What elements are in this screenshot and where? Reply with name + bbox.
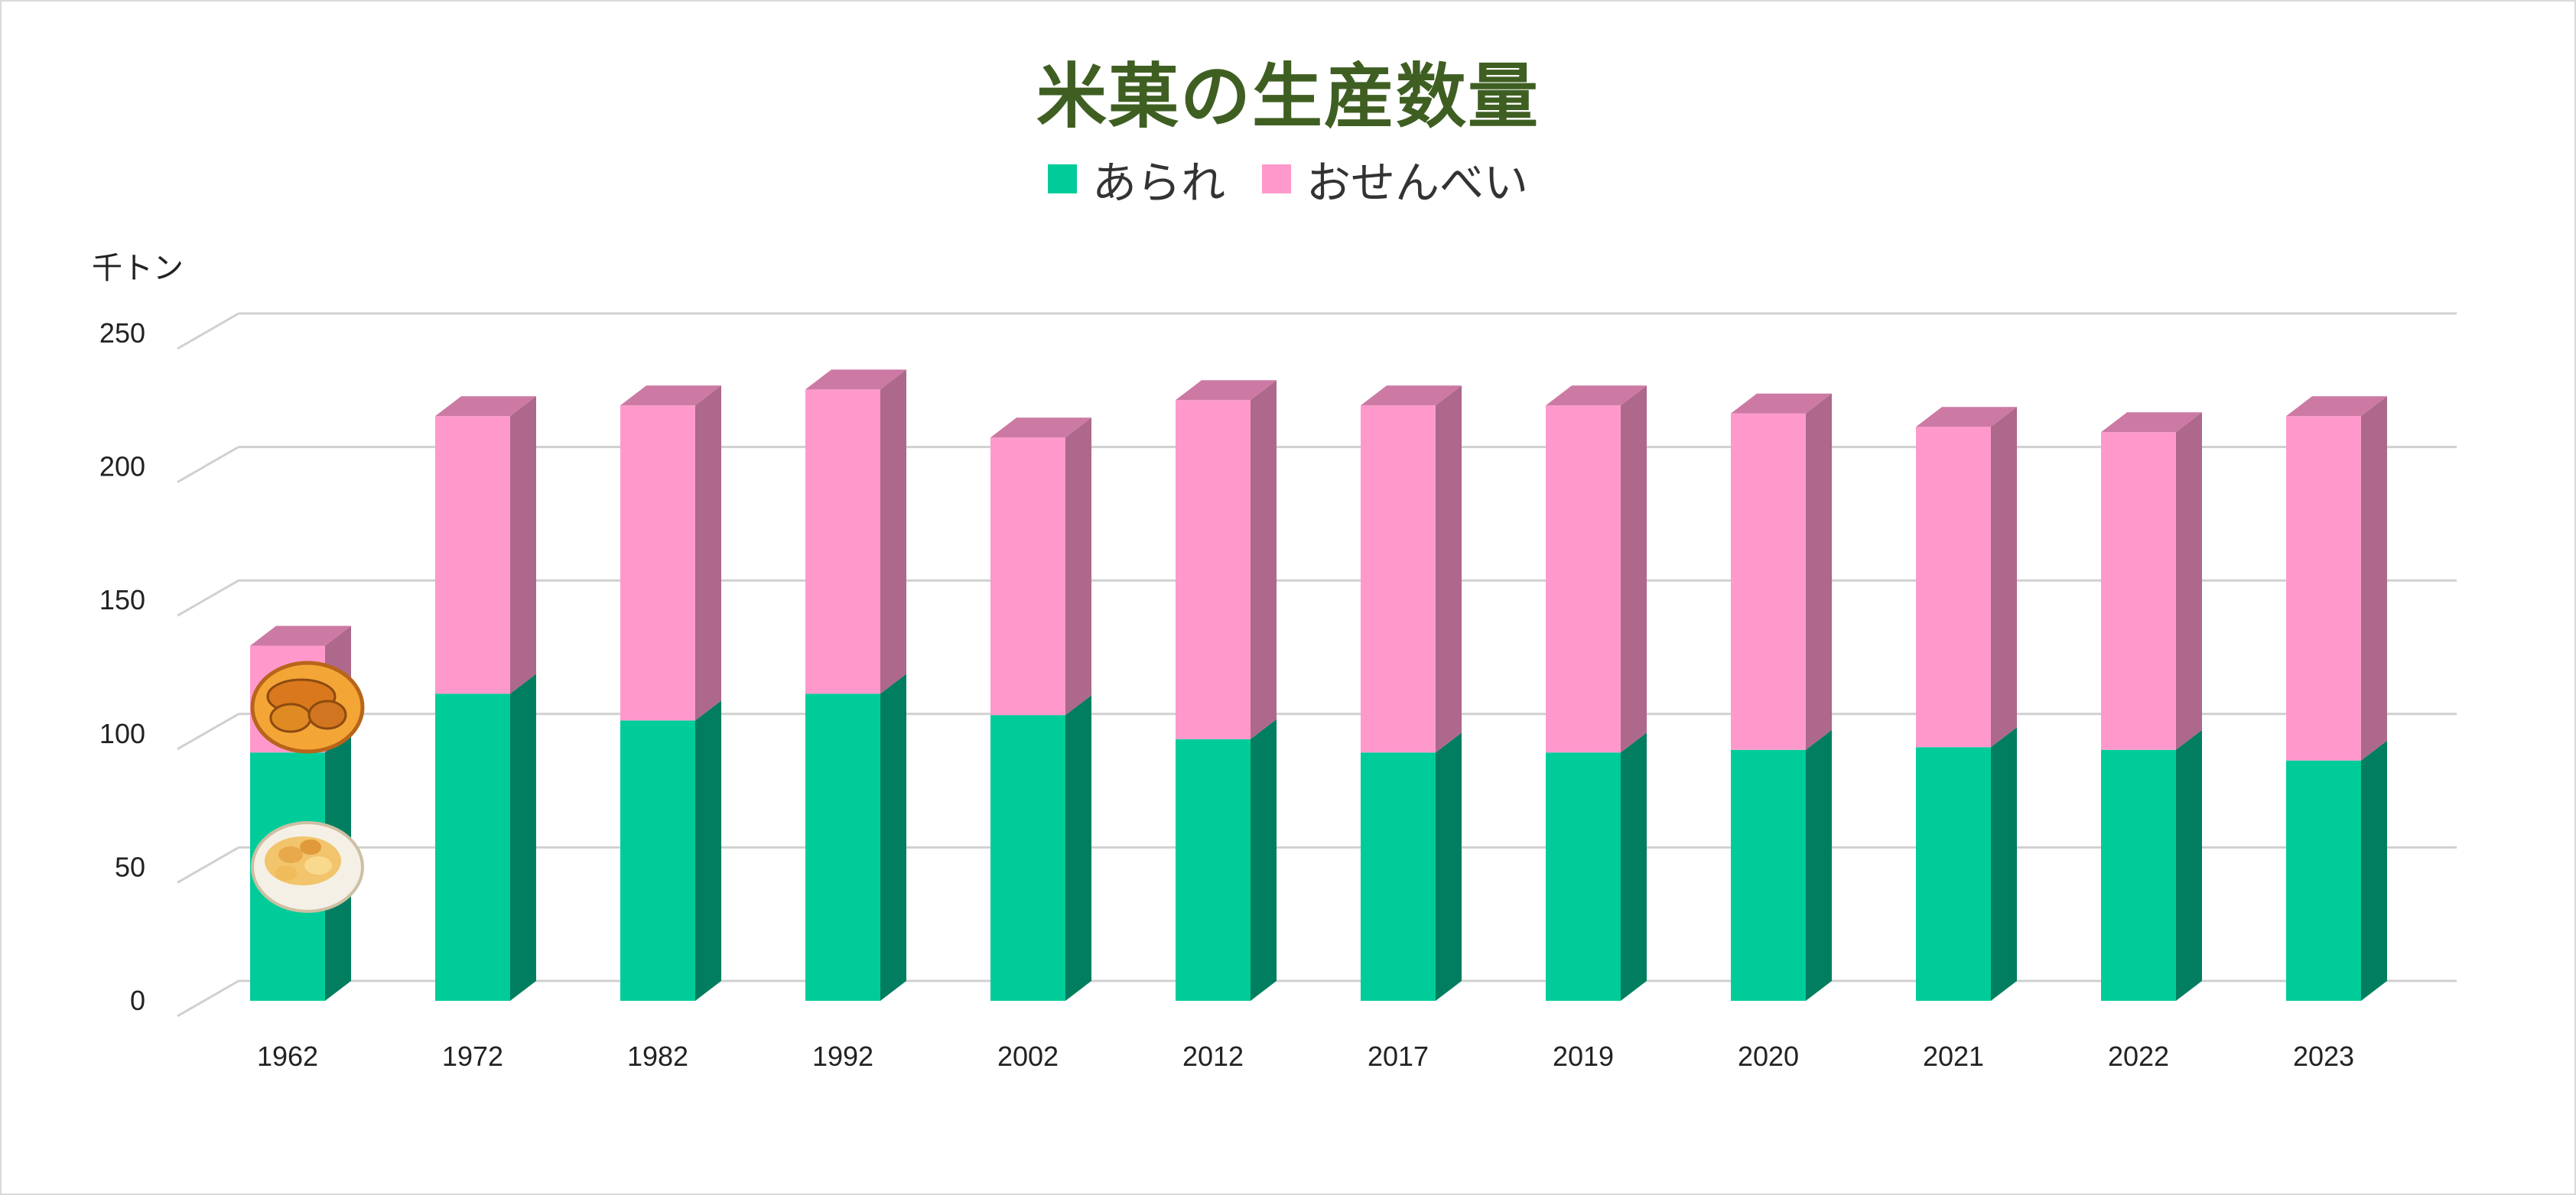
gridline-depth [177,446,239,483]
bar-top [250,625,351,646]
x-tick-label: 2002 [997,1041,1059,1072]
y-tick-label: 200 [99,451,145,482]
bar-senbei [1916,427,1991,748]
gridline-depth [177,713,239,751]
bar-side-arare [510,674,536,1001]
x-tick-label: 2017 [1368,1041,1429,1072]
bar-arare [990,715,1065,1001]
x-tick-label: 1972 [442,1041,503,1072]
bar-senbei [1546,405,1621,753]
bar-senbei [990,437,1065,716]
bar-top [2101,412,2202,433]
bar-side-arare [1436,732,1462,1001]
arare-piece-icon [278,846,303,863]
bar-arare [1176,739,1251,1001]
bar-side-senbei [1806,393,1832,750]
gridline-depth [177,846,239,884]
gridline-depth [177,579,239,617]
bar-side-arare [695,700,721,1001]
bar-side-arare [1621,732,1647,1001]
bar-top [1731,393,1832,414]
bar-side-arare [2361,740,2387,1001]
bar-senbei [1361,405,1436,753]
bar-side-senbei [1065,417,1091,716]
bar-top [435,396,536,417]
bar-side-arare [1251,719,1277,1001]
gridline-depth [177,979,239,1018]
bar-top [990,417,1091,438]
bar-side-senbei [2176,412,2202,750]
bar-side-arare [880,674,906,1001]
chart-title: 米菓の生産数量 [1036,56,1540,138]
bar-side-senbei [510,396,536,694]
arare-piece-icon [300,839,321,855]
bar-side-senbei [2361,396,2387,761]
bar-top [1546,385,1647,406]
bar-senbei [435,416,510,694]
bar-arare [2101,749,2176,1001]
x-tick-label: 1982 [627,1041,688,1072]
bar-arare [805,693,880,1001]
bar-top [805,369,906,390]
x-tick-label: 2012 [1182,1041,1244,1072]
bar-senbei [805,389,880,694]
bar-arare [1916,747,1991,1001]
x-tick-label: 2019 [1553,1041,1614,1072]
y-axis-unit-label: 千トン [92,251,184,286]
legend-label-arare: あられ [1091,157,1225,209]
bar-side-senbei [1991,407,2017,748]
x-tick-label: 2021 [1923,1041,1984,1072]
bar-senbei [620,405,695,721]
bar-top [2286,396,2387,417]
legend-swatch-arare [1047,164,1077,193]
legend-item-senbei[interactable]: おせんべい [1262,147,1528,211]
rice-cracker-icon [307,700,347,730]
y-tick-label: 50 [115,851,145,882]
y-tick-label: 250 [99,317,145,349]
bar-top [1176,380,1277,401]
bar-side-senbei [1621,385,1647,753]
legend-swatch-senbei [1262,164,1291,193]
legend-item-arare[interactable]: あられ [1047,147,1225,211]
bar-side-senbei [1251,380,1277,739]
bar-top [1916,407,2017,427]
bar-side-arare [1065,695,1091,1001]
x-tick-label: 2023 [2293,1041,2354,1072]
bar-senbei [2101,432,2176,750]
legend: あられ おせんべい [0,147,2576,211]
y-tick-label: 150 [99,584,145,615]
bar-senbei [1176,400,1251,739]
bar-side-senbei [695,385,721,721]
legend-label-senbei: おせんべい [1306,157,1529,209]
bar-senbei [2286,416,2361,761]
arare-piece-icon [275,865,297,881]
bar-side-senbei [880,369,906,694]
x-tick-label: 2022 [2108,1041,2169,1072]
bar-side-arare [1806,729,1832,1001]
gridline-depth [177,312,239,350]
bar-arare [2286,760,2361,1001]
bar-arare [1731,749,1806,1001]
bar-arare [620,720,695,1001]
bar-top [1361,385,1462,406]
rice-cracker-icon [269,703,312,733]
x-tick-label: 2020 [1738,1041,1799,1072]
bar-side-senbei [1436,385,1462,753]
x-tick-label: 1992 [812,1041,873,1072]
bar-arare [435,693,510,1001]
bar-side-arare [2176,729,2202,1001]
y-tick-label: 100 [99,718,145,749]
y-tick-label: 0 [130,985,145,1016]
bar-senbei [1731,413,1806,750]
bar-side-arare [1991,727,2017,1001]
bar-top [620,385,721,406]
bar-arare [1361,752,1436,1001]
x-tick-label: 1962 [257,1041,318,1072]
arare-piece-icon [304,856,332,875]
bar-arare [1546,752,1621,1001]
